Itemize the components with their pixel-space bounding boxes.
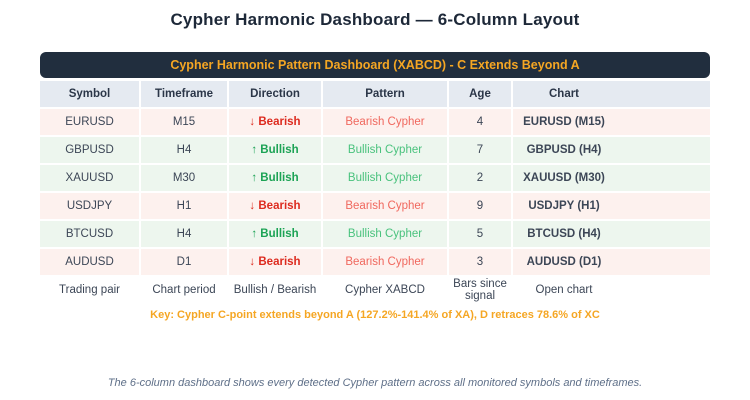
header-pattern: Pattern — [323, 81, 447, 107]
symbol-cell: BTCUSD — [40, 221, 139, 247]
chart-link[interactable]: XAUUSD (M30) — [513, 165, 710, 191]
column-footnotes-row: Trading pair Chart period Bullish / Bear… — [40, 277, 710, 303]
direction-cell: ↑ Bullish — [229, 221, 321, 247]
dashboard-banner: Cypher Harmonic Pattern Dashboard (XABCD… — [40, 52, 710, 78]
table-header-row: Symbol Timeframe Direction Pattern Age C… — [40, 81, 710, 107]
header-symbol: Symbol — [40, 81, 139, 107]
pattern-table: Symbol Timeframe Direction Pattern Age C… — [38, 79, 712, 305]
age-cell: 3 — [449, 249, 511, 275]
chart-link[interactable]: EURUSD (M15) — [513, 109, 710, 135]
chart-link[interactable]: AUDUSD (D1) — [513, 249, 710, 275]
footnote-chart: Open chart — [535, 284, 593, 296]
pattern-cell: Bearish Cypher — [323, 193, 447, 219]
direction-cell: ↓ Bearish — [229, 193, 321, 219]
table-row: USDJPY H1 ↓ Bearish Bearish Cypher 9 USD… — [40, 193, 710, 219]
footnote-direction: Bullish / Bearish — [233, 284, 317, 296]
timeframe-cell: M30 — [141, 165, 227, 191]
timeframe-cell: D1 — [141, 249, 227, 275]
chart-link[interactable]: GBPUSD (H4) — [513, 137, 710, 163]
dashboard-container: Cypher Harmonic Pattern Dashboard (XABCD… — [40, 52, 710, 321]
pattern-cell: Bullish Cypher — [323, 137, 447, 163]
age-cell: 5 — [449, 221, 511, 247]
pattern-cell: Bearish Cypher — [323, 249, 447, 275]
age-cell: 2 — [449, 165, 511, 191]
direction-cell: ↓ Bearish — [229, 109, 321, 135]
table-row: EURUSD M15 ↓ Bearish Bearish Cypher 4 EU… — [40, 109, 710, 135]
direction-cell: ↓ Bearish — [229, 249, 321, 275]
symbol-cell: AUDUSD — [40, 249, 139, 275]
symbol-cell: GBPUSD — [40, 137, 139, 163]
direction-cell: ↑ Bullish — [229, 165, 321, 191]
timeframe-cell: H4 — [141, 137, 227, 163]
footnote-age: Bars since signal — [453, 278, 507, 302]
table-row: BTCUSD H4 ↑ Bullish Bullish Cypher 5 BTC… — [40, 221, 710, 247]
table-row: GBPUSD H4 ↑ Bullish Bullish Cypher 7 GBP… — [40, 137, 710, 163]
timeframe-cell: M15 — [141, 109, 227, 135]
pattern-cell: Bearish Cypher — [323, 109, 447, 135]
timeframe-cell: H4 — [141, 221, 227, 247]
pattern-cell: Bullish Cypher — [323, 165, 447, 191]
header-chart: Chart — [513, 81, 710, 107]
footnote-pattern: Cypher XABCD — [345, 284, 425, 296]
age-cell: 4 — [449, 109, 511, 135]
pattern-key-note: Key: Cypher C-point extends beyond A (12… — [150, 309, 600, 321]
page-caption: The 6-column dashboard shows every detec… — [107, 377, 643, 389]
chart-link[interactable]: BTCUSD (H4) — [513, 221, 710, 247]
timeframe-cell: H1 — [141, 193, 227, 219]
page-title: Cypher Harmonic Dashboard — 6-Column Lay… — [170, 10, 580, 29]
age-cell: 7 — [449, 137, 511, 163]
age-cell: 9 — [449, 193, 511, 219]
table-row: AUDUSD D1 ↓ Bearish Bearish Cypher 3 AUD… — [40, 249, 710, 275]
symbol-cell: USDJPY — [40, 193, 139, 219]
chart-link[interactable]: USDJPY (H1) — [513, 193, 710, 219]
header-age: Age — [449, 81, 511, 107]
header-direction: Direction — [229, 81, 321, 107]
header-timeframe: Timeframe — [141, 81, 227, 107]
footnote-timeframe: Chart period — [152, 284, 216, 296]
footnote-symbol: Trading pair — [59, 284, 120, 296]
direction-cell: ↑ Bullish — [229, 137, 321, 163]
table-row: XAUUSD M30 ↑ Bullish Bullish Cypher 2 XA… — [40, 165, 710, 191]
symbol-cell: XAUUSD — [40, 165, 139, 191]
symbol-cell: EURUSD — [40, 109, 139, 135]
pattern-cell: Bullish Cypher — [323, 221, 447, 247]
banner-title: Cypher Harmonic Pattern Dashboard (XABCD… — [170, 58, 580, 72]
